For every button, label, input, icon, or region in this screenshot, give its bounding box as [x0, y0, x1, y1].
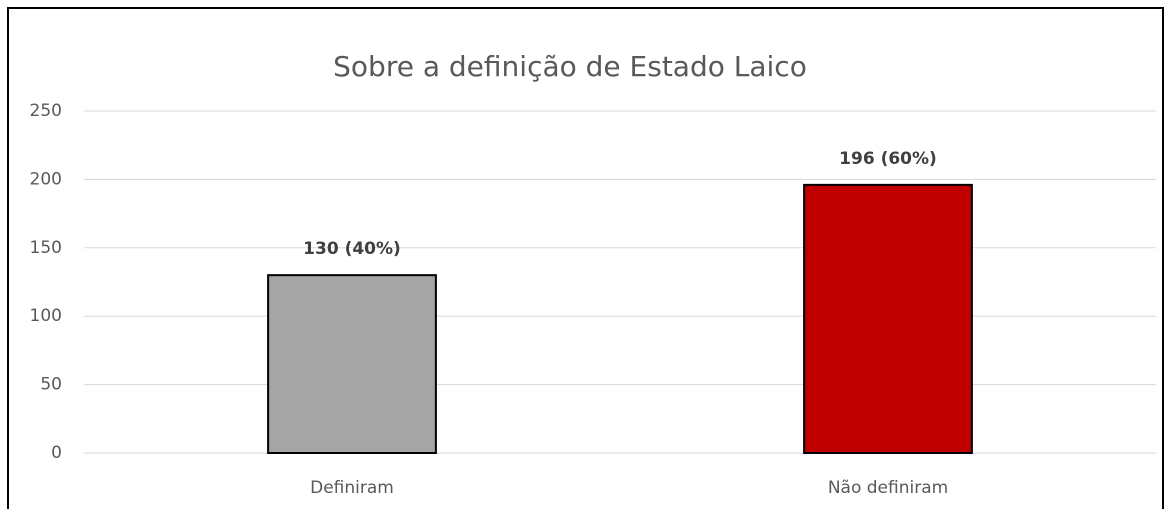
y-tick-label: 50 [40, 375, 62, 395]
bar [803, 183, 973, 454]
value-label: 196 (60%) [839, 149, 937, 169]
chart-title: Sobre a definição de Estado Laico [333, 50, 807, 83]
y-tick-label: 0 [51, 443, 62, 463]
y-tick-label: 100 [30, 306, 62, 326]
y-tick-label: 250 [30, 101, 62, 121]
bar [267, 274, 437, 454]
y-tick-label: 200 [30, 169, 62, 189]
x-tick-label: Definiram [310, 478, 394, 498]
x-tick-label: Não definiram [828, 478, 948, 498]
value-label: 130 (40%) [303, 239, 401, 259]
y-tick-label: 150 [30, 238, 62, 258]
chart-border [7, 7, 1164, 509]
